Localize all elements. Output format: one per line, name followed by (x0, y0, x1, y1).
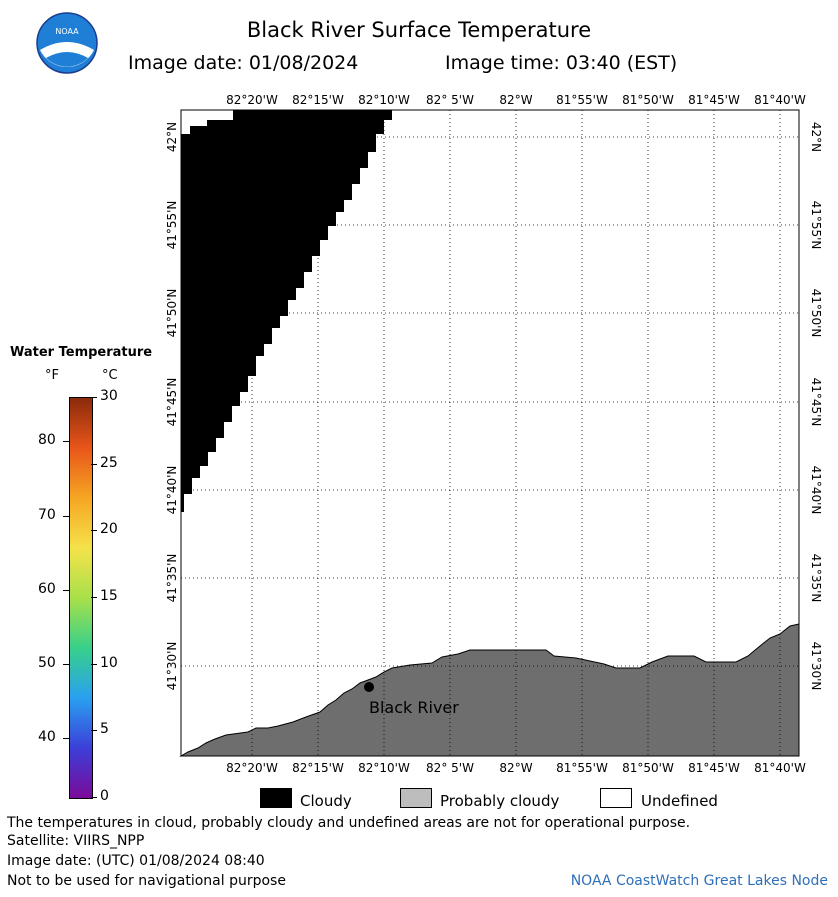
disclaimer: The temperatures in cloud, probably clou… (7, 815, 691, 831)
fahrenheit-tick-mark (63, 589, 69, 591)
lat-label-right: 42°N (809, 122, 823, 152)
lat-label-left: 41°45'N (165, 378, 179, 427)
lon-label-bottom: 82°15'W (292, 761, 344, 775)
longitude-labels-top: 82°20'W 82°15'W 82°10'W 82° 5'W 82°W 81°55'W 8… (226, 93, 806, 107)
fahrenheit-tick-mark (63, 663, 69, 665)
cloudy-label: Cloudy (300, 792, 352, 810)
credit: NOAA CoastWatch Great Lakes Node (570, 873, 828, 889)
noaa-logo: NOAA (36, 12, 98, 74)
latitude-labels-left: 42°N 41°55'N 41°50'N 41°45'N 41°40'N 41°35'N 4… (165, 122, 179, 691)
fahrenheit-tick: 40 (38, 728, 56, 745)
black-river-label: Black River (369, 698, 459, 717)
lat-label-right: 41°50'N (809, 289, 823, 338)
lat-label-left: 41°50'N (165, 289, 179, 338)
celsius-tick-mark (91, 663, 97, 665)
lon-label-top: 82°W (499, 93, 532, 107)
lon-label-top: 82°20'W (226, 93, 278, 107)
celsius-tick: 5 (100, 721, 109, 738)
lat-label-left: 41°40'N (165, 466, 179, 515)
lat-label-left: 41°35'N (165, 554, 179, 603)
celsius-tick: 25 (100, 454, 118, 471)
color-scale-title: Water Temperature (10, 345, 153, 360)
color-bar (69, 397, 93, 799)
lon-label-top: 82°10'W (358, 93, 410, 107)
lon-label-top: 81°45'W (688, 93, 740, 107)
unit-celsius: °C (102, 368, 118, 383)
lon-label-bottom: 82° 5'W (426, 761, 474, 775)
celsius-tick-mark (91, 397, 97, 398)
probably-cloudy-label: Probably cloudy (440, 792, 560, 810)
fahrenheit-tick-mark (63, 737, 69, 739)
celsius-tick-mark (91, 463, 97, 465)
noaa-logo-text: NOAA (55, 27, 79, 36)
celsius-tick: 0 (100, 788, 109, 804)
probably-cloudy-swatch (400, 788, 432, 808)
unit-fahrenheit: °F (45, 368, 59, 383)
lon-label-top: 81°50'W (622, 93, 674, 107)
cloud-area (181, 110, 392, 512)
map: 82°20'W 82°15'W 82°10'W 82° 5'W 82°W 81°55'W 8… (165, 93, 823, 775)
lon-label-bottom: 81°55'W (556, 761, 608, 775)
celsius-tick-mark (91, 730, 97, 732)
celsius-tick-mark (91, 530, 97, 532)
fahrenheit-tick: 60 (38, 580, 56, 597)
fahrenheit-tick: 50 (38, 654, 56, 671)
image-time: Image time: 03:40 (EST) (445, 52, 678, 74)
lon-label-bottom: 81°45'W (688, 761, 740, 775)
undefined-swatch (600, 788, 632, 808)
celsius-tick: 30 (100, 388, 118, 404)
lat-label-right: 41°40'N (809, 466, 823, 515)
latitude-labels-right: 42°N 41°55'N 41°50'N 41°45'N 41°40'N 41°35'N 4… (809, 122, 823, 691)
lon-label-top: 82° 5'W (426, 93, 474, 107)
fahrenheit-tick: 80 (38, 432, 56, 449)
lat-label-left: 41°30'N (165, 642, 179, 691)
cloudy-swatch (260, 788, 292, 808)
celsius-tick: 15 (100, 588, 118, 604)
lon-label-bottom: 82°W (499, 761, 532, 775)
utc-date: Image date: (UTC) 01/08/2024 08:40 (7, 853, 265, 869)
lat-label-right: 41°45'N (809, 378, 823, 427)
lon-label-top: 81°55'W (556, 93, 608, 107)
black-river-marker (364, 682, 374, 692)
lat-label-right: 41°35'N (809, 554, 823, 603)
lon-label-bottom: 81°50'W (622, 761, 674, 775)
land-area (179, 623, 800, 757)
map-frame (180, 109, 800, 757)
satellite-info: Satellite: VIIRS_NPP (7, 833, 145, 849)
lat-label-left: 41°55'N (165, 201, 179, 250)
lon-label-bottom: 81°40'W (754, 761, 806, 775)
undefined-label: Undefined (641, 792, 718, 810)
image-date: Image date: 01/08/2024 (128, 52, 359, 74)
lon-label-bottom: 82°10'W (358, 761, 410, 775)
lat-label-right: 41°30'N (809, 642, 823, 691)
celsius-tick-mark (91, 597, 97, 598)
map-grid (181, 110, 799, 756)
lon-label-top: 82°15'W (292, 93, 344, 107)
celsius-tick-mark (91, 797, 97, 798)
lon-label-bottom: 82°20'W (226, 761, 278, 775)
lon-label-top: 81°40'W (754, 93, 806, 107)
lat-label-left: 42°N (165, 122, 179, 152)
celsius-tick: 20 (100, 521, 118, 538)
fahrenheit-tick-mark (63, 515, 69, 517)
fahrenheit-tick-mark (63, 441, 69, 443)
longitude-labels-bottom: 82°20'W 82°15'W 82°10'W 82° 5'W 82°W 81°55'W 8… (226, 761, 806, 775)
celsius-tick: 10 (100, 654, 118, 671)
navigation-note: Not to be used for navigational purpose (7, 873, 286, 889)
page-title: Black River Surface Temperature (246, 18, 592, 42)
fahrenheit-tick: 70 (38, 506, 56, 523)
lat-label-right: 41°55'N (809, 201, 823, 250)
